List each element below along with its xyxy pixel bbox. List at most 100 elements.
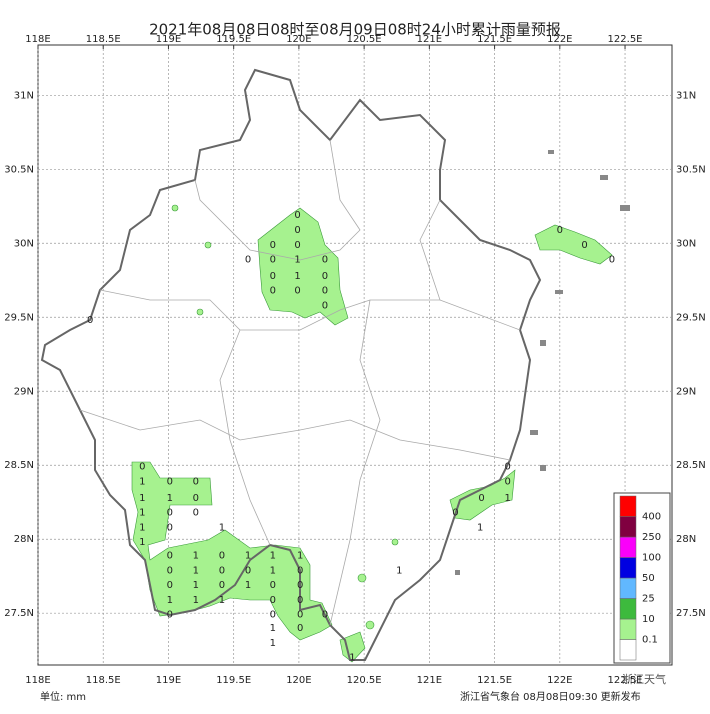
island <box>540 340 546 346</box>
station-value: 0 <box>270 610 276 621</box>
y-tick-label: 30.5N <box>676 164 706 175</box>
station-value: 0 <box>322 286 328 297</box>
station-value: 0 <box>297 595 303 606</box>
station-value: 1 <box>167 595 173 606</box>
station-value: 0 <box>504 462 510 473</box>
legend-swatch <box>619 536 637 558</box>
x-tick-label: 118.5E <box>86 34 121 45</box>
legend: 0.1 10 25 50 100 250 400 <box>613 492 671 664</box>
y-tick-label: 28N <box>676 534 696 545</box>
island <box>530 430 538 435</box>
x-tick-label: 118E <box>25 675 50 686</box>
station-value: 1 <box>396 565 402 576</box>
station-value: 0 <box>193 477 199 488</box>
station-labels: 0 0 0 1 1 0 0 0 0 0 0 0 0 0 0 0 0 0 0 0 1 1 1 1 1 0 1 0 0 0 0 0 0 0 0 1 0 1 1 1… <box>87 210 615 663</box>
station-value: 0 <box>245 255 251 266</box>
station-value: 1 <box>477 522 483 533</box>
x-tick-label: 121E <box>417 34 442 45</box>
station-value: 1 <box>245 580 251 591</box>
x-tick-label: 118E <box>25 34 50 45</box>
title: 2021年08月08日08时至08月09日08时24小时累计雨量预报 <box>149 21 561 39</box>
legend-swatch <box>619 495 637 517</box>
y-tick-label: 30N <box>14 238 34 249</box>
station-value: 0 <box>167 477 173 488</box>
x-tick-label: 119.5E <box>216 675 251 686</box>
city-boundary <box>219 329 271 546</box>
station-value: 0 <box>322 255 328 266</box>
station-value: 1 <box>139 537 145 548</box>
city-boundary <box>329 299 381 626</box>
x-tick-label: 120E <box>286 34 311 45</box>
rain-area <box>204 241 212 249</box>
y-tick-label: 31N <box>14 90 34 101</box>
rain-area <box>365 620 375 630</box>
station-value: 0 <box>294 225 300 236</box>
station-value: 1 <box>193 580 199 591</box>
station-value: 0 <box>270 271 276 282</box>
islands <box>455 150 630 575</box>
y-tick-label: 28.5N <box>676 460 706 471</box>
y-tick-label: 29N <box>676 386 696 397</box>
station-value: 0 <box>270 286 276 297</box>
rain-area <box>339 631 366 663</box>
legend-swatch <box>619 618 637 640</box>
island <box>600 175 608 180</box>
watermark: 浙江天气 <box>622 672 666 686</box>
station-value: 0 <box>478 493 484 504</box>
y-tick-label: 27.5N <box>4 608 34 619</box>
island <box>455 570 460 575</box>
x-tick-label: 120.5E <box>347 34 382 45</box>
station-value: 0 <box>294 210 300 221</box>
city-boundary <box>79 409 511 461</box>
rain-area <box>534 224 613 265</box>
station-value: 0 <box>297 623 303 634</box>
rain-area <box>357 573 367 583</box>
y-tick-label: 27.5N <box>676 608 706 619</box>
rain-area <box>131 461 333 641</box>
station-value: 0 <box>609 255 615 266</box>
station-value: 1 <box>349 653 355 664</box>
station-value: 0 <box>167 565 173 576</box>
city-boundary <box>419 199 441 301</box>
rain-area <box>391 538 399 546</box>
x-tick-label: 120.5E <box>347 675 382 686</box>
y-tick-label: 29N <box>14 386 34 397</box>
y-tick-label: 28N <box>14 534 34 545</box>
legend-label: 400 <box>642 512 661 523</box>
station-value: 0 <box>322 271 328 282</box>
x-tick-label: 118.5E <box>86 675 121 686</box>
station-value: 0 <box>270 595 276 606</box>
x-tick-label: 122.5E <box>608 34 643 45</box>
x-tick-label: 122.5E <box>608 675 643 686</box>
legend-swatch <box>619 639 637 661</box>
station-value: 1 <box>193 595 199 606</box>
station-value: 0 <box>87 315 93 326</box>
x-tick-label: 121E <box>417 675 442 686</box>
station-value: 0 <box>504 477 510 488</box>
station-value: 0 <box>270 580 276 591</box>
station-value: 0 <box>139 462 145 473</box>
legend-label: 25 <box>642 594 655 605</box>
map-frame <box>37 44 673 666</box>
station-value: 0 <box>270 255 276 266</box>
station-value: 0 <box>297 565 303 576</box>
issuer: 浙江省气象台 08月08日09:30 更新发布 <box>460 690 641 703</box>
y-tick-label: 31N <box>676 90 696 101</box>
station-value: 0 <box>193 508 199 519</box>
station-value: 1 <box>139 508 145 519</box>
station-value: 1 <box>139 493 145 504</box>
city-boundaries <box>79 139 521 626</box>
station-value: 0 <box>167 522 173 533</box>
rain-areas <box>131 204 613 663</box>
station-value: 0 <box>581 240 587 251</box>
legend-label: 100 <box>642 553 661 564</box>
y-tick-label: 29.5N <box>4 312 34 323</box>
station-value: 0 <box>322 610 328 621</box>
x-tick-label: 119E <box>156 34 181 45</box>
station-value: 1 <box>270 551 276 562</box>
station-value: 1 <box>193 565 199 576</box>
station-value: 0 <box>167 580 173 591</box>
rain-area <box>171 204 179 212</box>
